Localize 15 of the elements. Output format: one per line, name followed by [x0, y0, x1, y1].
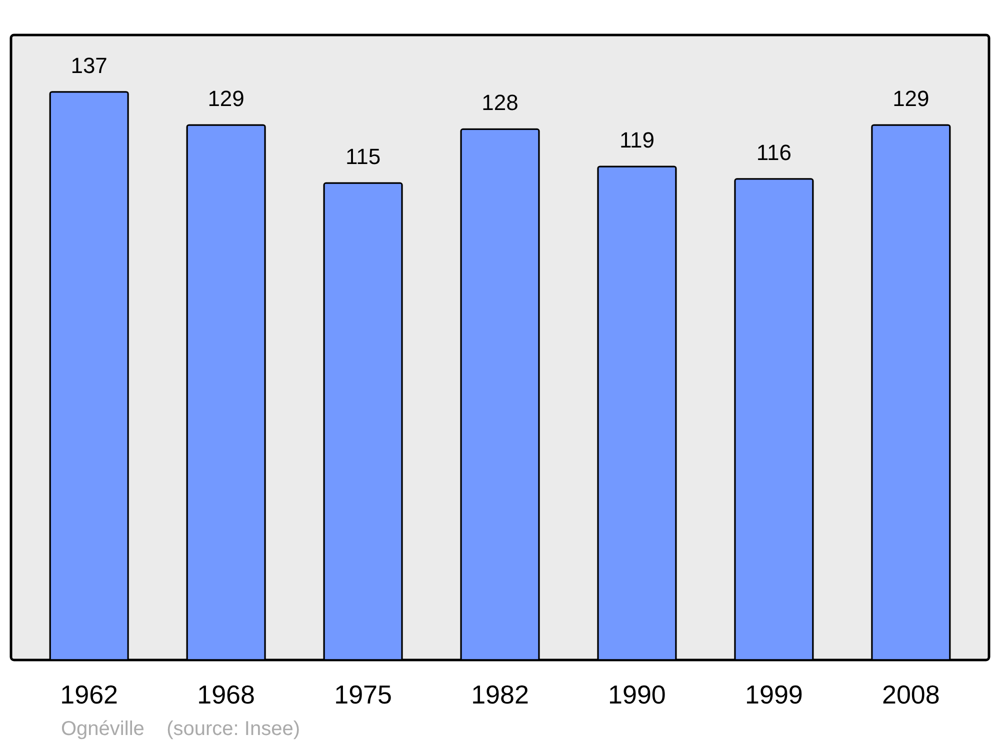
x-tick-label: 1962	[60, 680, 118, 710]
data-label: 129	[892, 86, 930, 111]
data-label: 137	[70, 52, 108, 78]
data-label: 119	[619, 127, 655, 152]
data-label: 128	[482, 90, 518, 116]
data-label: 115	[345, 144, 381, 170]
x-tick-label: 1990	[608, 680, 666, 710]
text: Ognéville (source: Insee)	[61, 718, 300, 741]
data-label: 116	[756, 140, 792, 165]
x-tick-label: 2008	[882, 680, 940, 710]
x-tick-label: 1982	[471, 680, 529, 710]
x-tick-label: 1975	[334, 680, 392, 710]
data-label: 129	[208, 86, 244, 111]
x-tick-label: 1968	[197, 680, 255, 710]
x-tick-label: 1999	[745, 680, 803, 710]
